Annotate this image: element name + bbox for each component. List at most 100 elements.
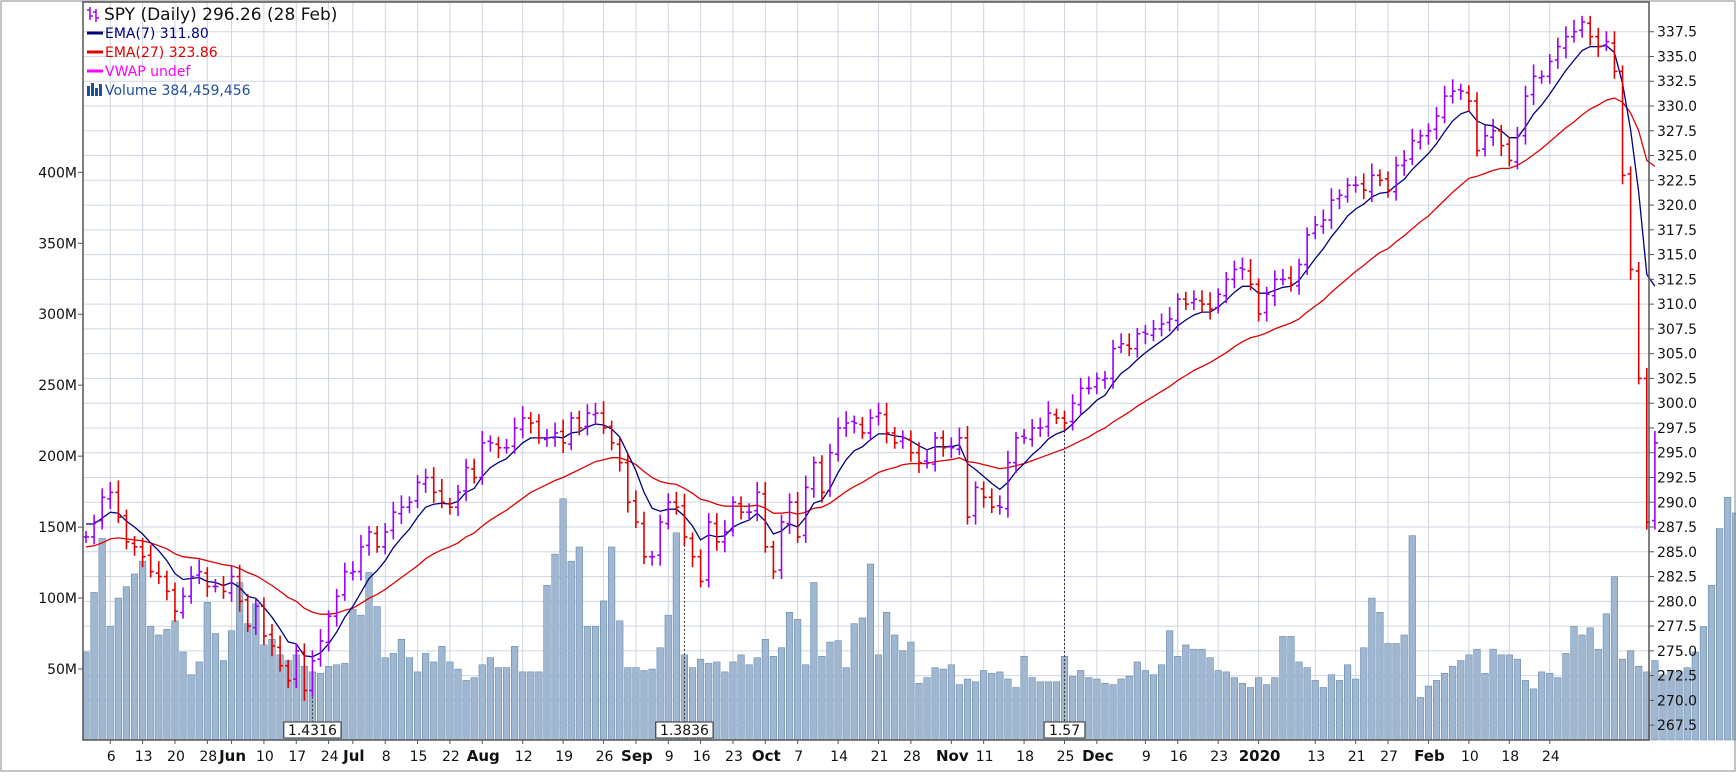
volume-bar (1683, 667, 1691, 741)
ema27-line (85, 97, 1656, 615)
ohlc-bar (721, 520, 728, 553)
volume-tick-label: 200M (38, 449, 77, 465)
ohlc-bar (1166, 307, 1173, 332)
volume-bar (616, 620, 624, 741)
date-tick-label: 15 (410, 749, 428, 765)
ohlc-bar (827, 443, 834, 497)
volume-bar (818, 656, 826, 741)
volume-bar (511, 646, 519, 741)
ohlc-bar (1587, 15, 1594, 46)
volume-bar (583, 626, 591, 741)
volume-bar (462, 680, 470, 741)
volume-bar (1271, 677, 1279, 741)
legend: SPY (Daily) 296.26 (28 Feb) EMA(7) 311.8… (87, 5, 337, 99)
ohlc-bar (487, 435, 494, 452)
volume-bar (745, 664, 753, 741)
ohlc-bar (1029, 419, 1036, 447)
volume-bar (1627, 650, 1635, 741)
ohlc-bar (1174, 293, 1181, 331)
volume-bar (810, 582, 818, 741)
ohlc-bar (1490, 118, 1497, 147)
price-tick-label: 292.5 (1657, 470, 1697, 486)
volume-bar (600, 600, 608, 741)
price-tick-label: 267.5 (1657, 718, 1697, 734)
price-tick-label: 322.5 (1657, 173, 1697, 189)
ohlc-bar (1465, 85, 1472, 112)
ohlc-bar (1385, 171, 1392, 198)
ohlc-bar (875, 402, 882, 426)
date-tick-label: 14 (830, 749, 848, 765)
ohlc-bar (1328, 188, 1335, 229)
price-tick-label: 300.0 (1657, 396, 1697, 412)
volume-bar (640, 670, 648, 741)
volume-bar (130, 573, 139, 741)
ohlc-bar (325, 610, 332, 652)
volume-bar (786, 612, 794, 741)
volume-bar (842, 667, 850, 741)
price-tick-label: 302.5 (1657, 371, 1697, 387)
date-tick-label: 16 (693, 749, 711, 765)
ohlc-bar (1401, 150, 1408, 176)
volume-bar (939, 668, 947, 741)
volume-bar (244, 623, 252, 741)
volume-bar (769, 656, 777, 741)
ohlc-bar (1562, 26, 1569, 59)
ohlc-bar (244, 593, 251, 633)
ohlc-bar (681, 493, 688, 546)
date-tick-label: 18 (1501, 749, 1519, 765)
volume-bar (1659, 674, 1667, 741)
date-tick-label: 23 (1210, 749, 1228, 765)
date-tick-label: 28 (903, 749, 921, 765)
ohlc-bar (964, 425, 971, 525)
date-major-label: Jul (342, 747, 364, 765)
ohlc-bar (657, 514, 664, 566)
ohlc-bar (438, 478, 445, 509)
volume-bar (1554, 677, 1562, 741)
ohlc-bar (810, 456, 817, 498)
ohlc-bar (99, 488, 106, 530)
date-tick-label: 13 (1307, 749, 1325, 765)
volume-bar (1505, 654, 1513, 741)
volume-bar (341, 663, 349, 741)
ohlc-bar (366, 526, 373, 556)
volume-bar (1311, 680, 1319, 741)
volume-bar (1441, 673, 1449, 741)
ohlc-bar (738, 496, 745, 520)
ohlc-bar (1134, 327, 1141, 358)
date-tick-label: 22 (442, 749, 460, 765)
date-tick-label: 16 (1170, 749, 1188, 765)
volume-bar (1465, 654, 1473, 741)
price-tick-label: 315.0 (1657, 248, 1697, 264)
date-tick-label: 9 (665, 749, 674, 765)
legend-vwap: VWAP undef (105, 64, 191, 80)
ohlc-bar (1069, 394, 1076, 431)
ohlc-bar (1635, 262, 1642, 385)
volume-bar (1594, 648, 1602, 741)
ohlc-bar (196, 559, 203, 584)
ohlc-bar (1619, 65, 1626, 185)
date-tick-label: 8 (382, 749, 391, 765)
volume-bar (1198, 648, 1206, 741)
volume-bar (624, 667, 632, 741)
ohlc-bar (511, 417, 518, 454)
ohlc-bar (1441, 85, 1448, 124)
volume-bar (147, 626, 155, 741)
ohlc-bar (1118, 333, 1125, 354)
ohlc-bar (1360, 173, 1367, 200)
price-tick-label: 317.5 (1657, 223, 1697, 239)
volume-bar (373, 606, 381, 741)
annotation-label: 1.4316 (288, 723, 337, 739)
volume-bar (1166, 630, 1174, 741)
date-major-label: Oct (752, 747, 781, 765)
ohlc-bar (899, 430, 906, 449)
price-tick-label: 327.5 (1657, 124, 1697, 140)
ohlc-bar (1498, 124, 1505, 157)
ohlc-bar (1433, 107, 1440, 140)
volume-bar (826, 641, 834, 741)
volume-bar (891, 634, 899, 741)
date-tick-label: 28 (199, 749, 217, 765)
plot-border (82, 1, 1650, 741)
volume-bar (931, 667, 939, 741)
ohlc-bar (1336, 189, 1343, 210)
